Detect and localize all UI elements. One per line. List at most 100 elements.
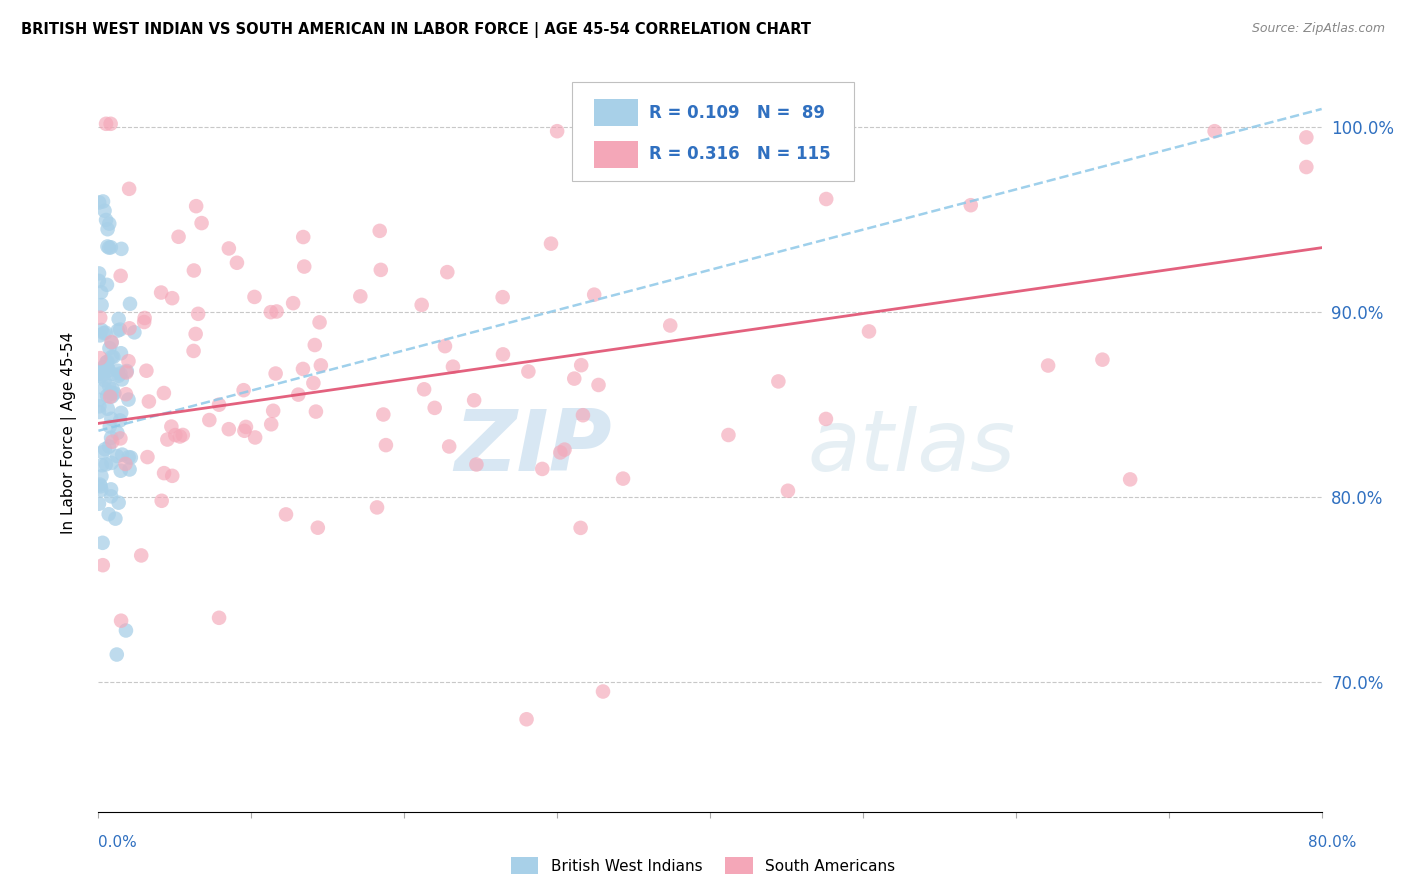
Point (100, 456, 122, 470)
Point (411, 298, 433, 312)
Point (103, 386, 125, 401)
Text: ZIP: ZIP (454, 406, 612, 490)
Point (96, 355, 118, 369)
Point (115, 624, 138, 638)
Point (87, 497, 110, 511)
Point (588, 378, 610, 392)
Point (110, 242, 132, 256)
Point (101, 434, 124, 449)
Point (105, 425, 128, 440)
Point (101, 367, 124, 381)
Point (100, 117, 122, 131)
Point (117, 392, 139, 407)
Point (94, 117, 117, 131)
Point (98, 241, 121, 255)
Point (90, 479, 112, 493)
Point (134, 310, 156, 325)
Point (1036, 359, 1059, 373)
Point (100, 412, 122, 426)
Point (156, 433, 179, 447)
Point (91, 194, 114, 209)
Point (103, 350, 125, 364)
Point (465, 458, 488, 472)
Point (516, 712, 538, 726)
Point (98, 390, 121, 404)
Point (302, 376, 325, 390)
Point (187, 307, 209, 321)
Point (100, 240, 122, 254)
Point (134, 315, 156, 329)
Point (612, 472, 634, 486)
Point (235, 420, 257, 434)
Point (160, 291, 183, 305)
Point (87, 195, 110, 210)
Point (105, 449, 128, 463)
Point (291, 362, 314, 376)
Point (569, 358, 592, 372)
Point (107, 324, 129, 338)
Point (107, 496, 129, 510)
Point (264, 367, 287, 381)
Y-axis label: In Labor Force | Age 45-54: In Labor Force | Age 45-54 (60, 332, 77, 533)
Point (959, 198, 981, 212)
Point (413, 382, 436, 396)
Point (433, 339, 456, 353)
Point (492, 290, 515, 304)
Point (110, 367, 132, 381)
Point (208, 611, 231, 625)
Point (100, 335, 122, 350)
Point (115, 387, 138, 401)
Point (96, 355, 118, 369)
Point (373, 408, 395, 422)
Point (162, 468, 184, 483)
Point (118, 462, 141, 476)
Point (90, 298, 112, 312)
Point (89, 310, 111, 325)
Point (94, 326, 117, 340)
Point (94, 458, 117, 472)
Point (118, 321, 141, 335)
Point (776, 483, 799, 498)
Point (150, 493, 173, 508)
Point (89, 400, 111, 414)
Point (183, 343, 205, 358)
Point (198, 413, 221, 427)
FancyBboxPatch shape (593, 141, 638, 168)
Point (107, 368, 129, 383)
Point (208, 398, 231, 412)
Point (190, 216, 212, 230)
Point (87, 364, 110, 378)
Point (260, 305, 283, 319)
Point (583, 287, 606, 301)
Point (118, 450, 141, 464)
Point (292, 230, 315, 244)
Point (105, 648, 128, 662)
Text: 80.0%: 80.0% (1309, 836, 1357, 850)
Point (172, 428, 194, 442)
Point (100, 350, 122, 364)
Point (94, 213, 117, 227)
Point (167, 229, 190, 244)
Point (768, 375, 790, 389)
Point (108, 322, 131, 336)
Point (100, 483, 122, 497)
Point (100, 431, 122, 445)
Point (110, 432, 132, 446)
Point (160, 419, 183, 434)
Point (104, 511, 127, 525)
Point (91, 536, 114, 550)
Point (93, 373, 115, 387)
Point (98, 379, 121, 393)
Point (108, 413, 131, 427)
Point (233, 424, 256, 438)
Point (218, 422, 240, 436)
Point (89, 477, 111, 491)
Point (463, 393, 485, 408)
Point (153, 386, 176, 401)
Point (592, 684, 614, 698)
Point (184, 326, 207, 341)
Point (90, 323, 112, 337)
Point (572, 408, 595, 422)
Point (441, 359, 464, 374)
Point (97, 363, 120, 377)
